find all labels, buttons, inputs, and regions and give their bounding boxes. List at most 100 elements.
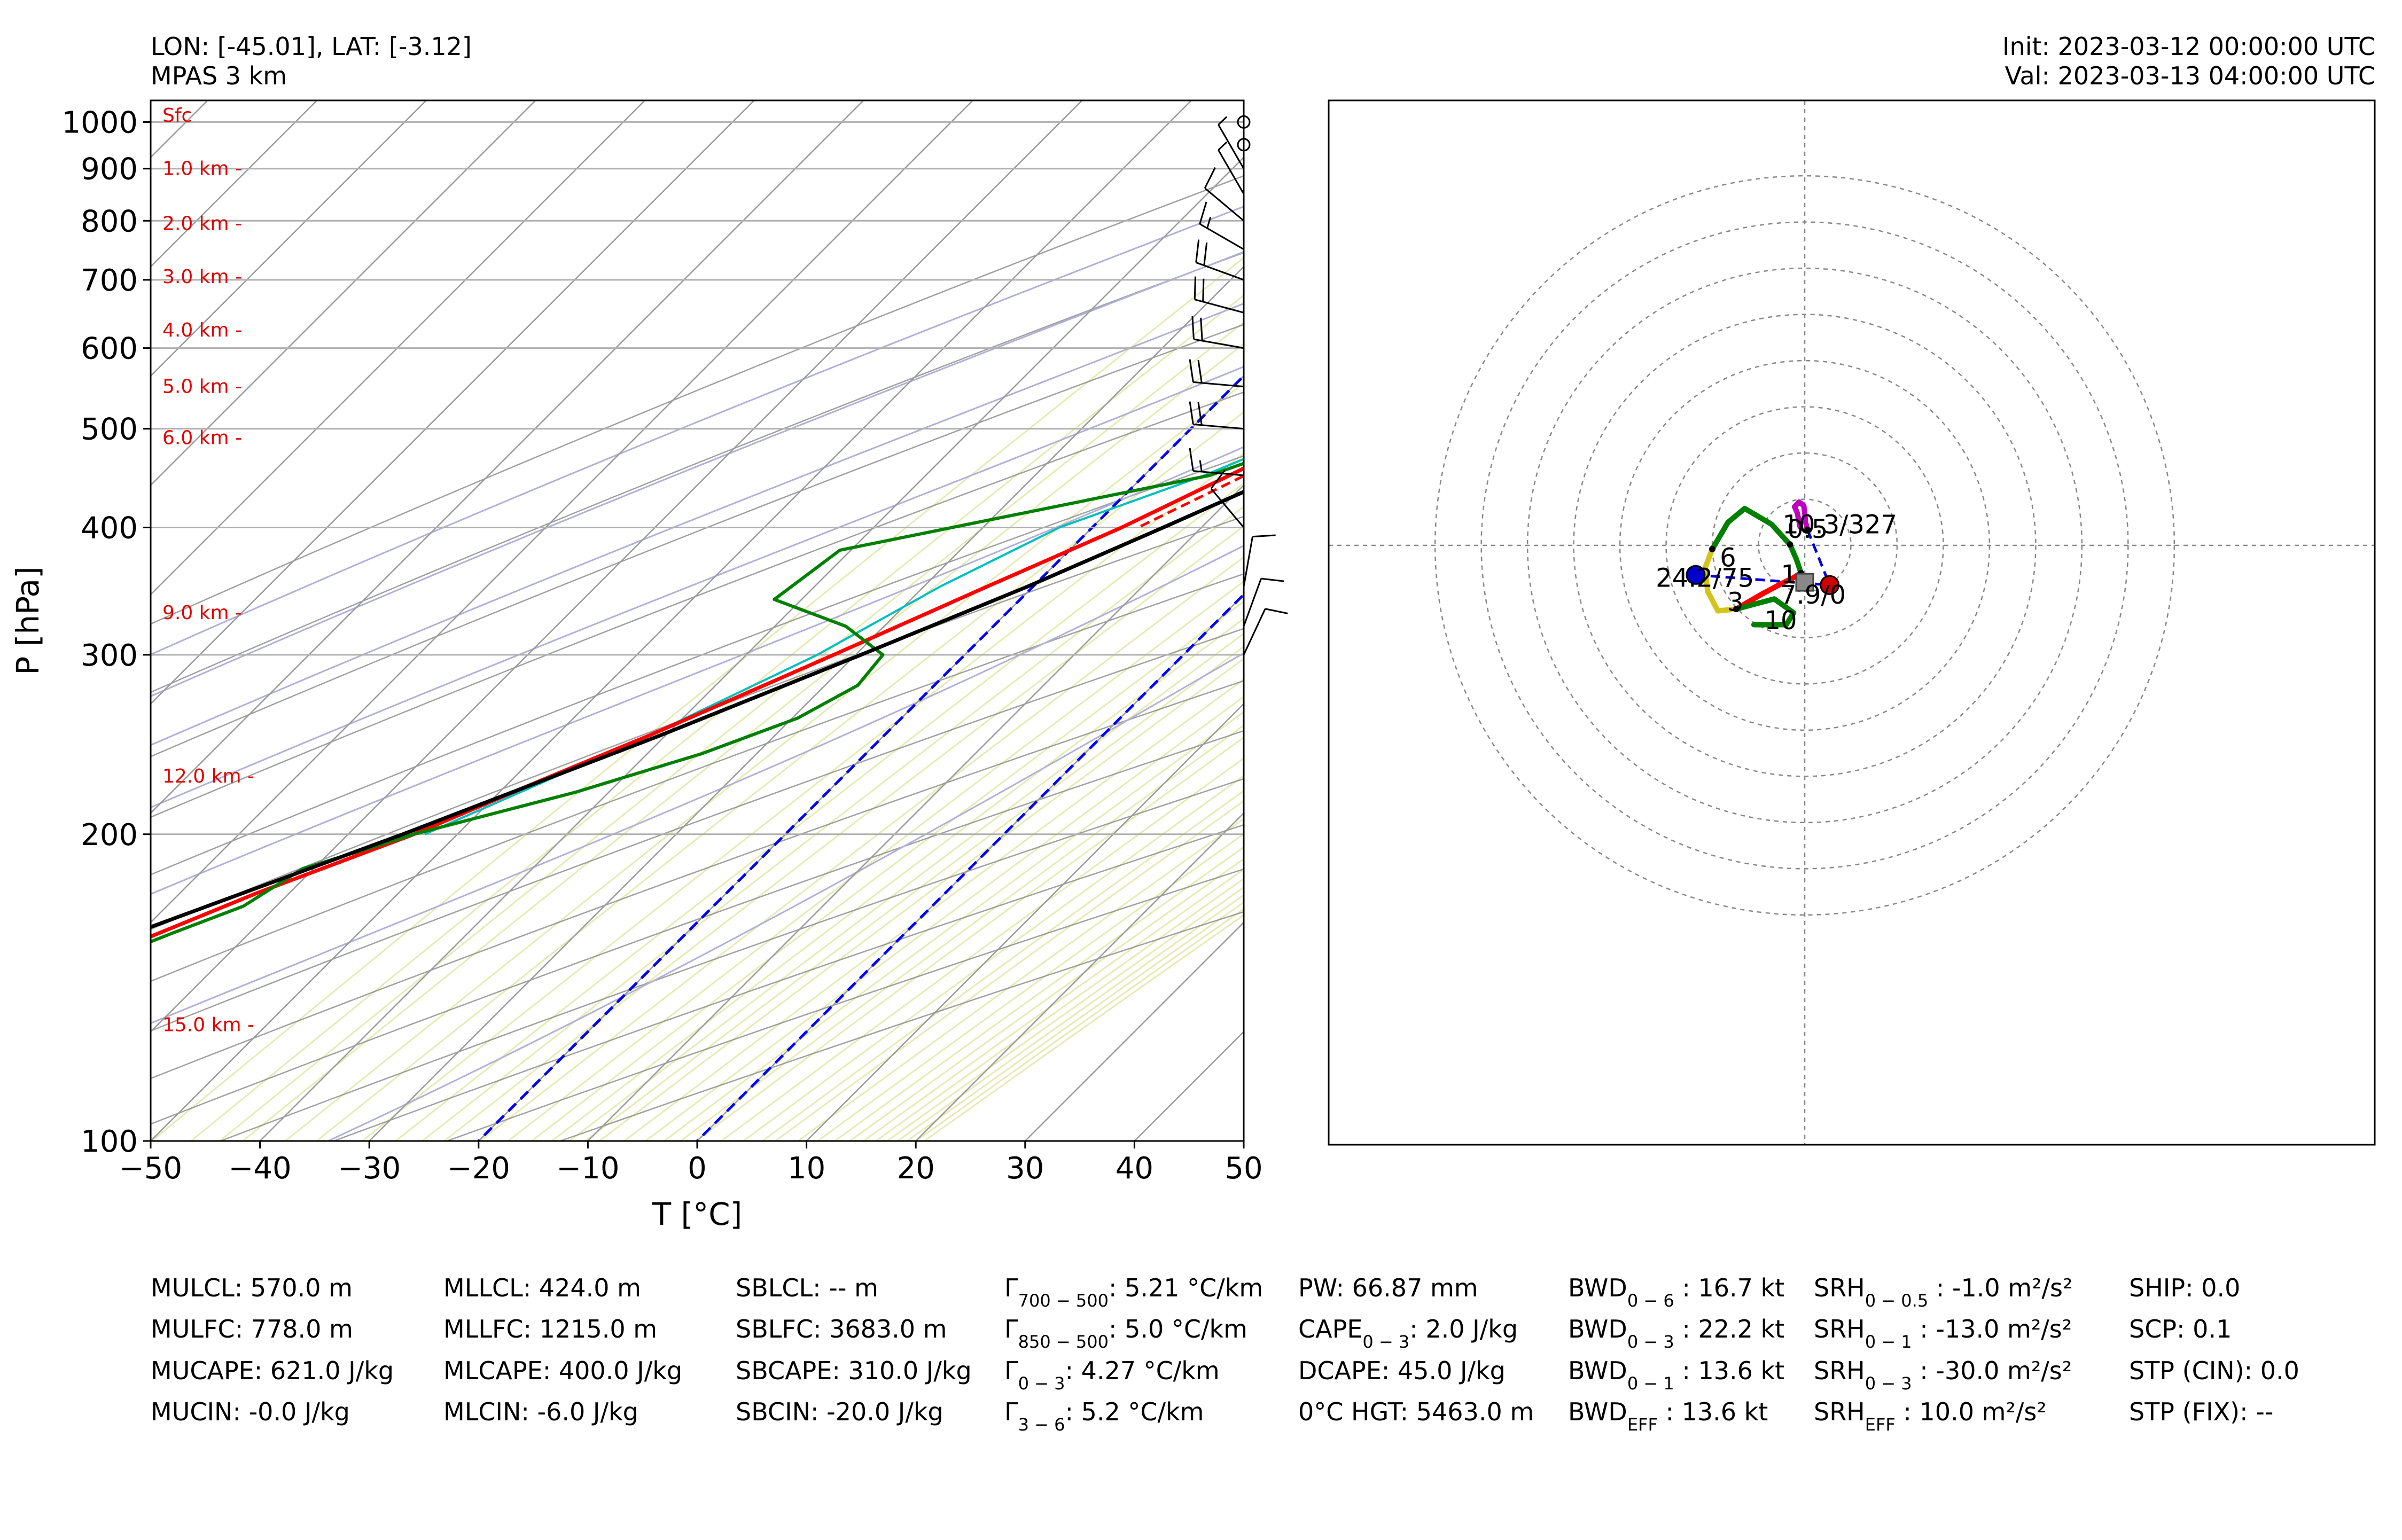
x-tick-label: 30: [1006, 1151, 1044, 1186]
mixing-ratio-line: [422, 505, 1244, 1141]
isotherm-zero: [696, 592, 1244, 1141]
mixing-ratio-line: [623, 678, 1244, 1141]
dry-adiabat: [151, 515, 1244, 930]
mixing-ratio-line: [316, 411, 1244, 1141]
dry-adiabat: [151, 324, 1244, 757]
mixing-ratio-line: [863, 868, 1244, 1141]
barb-feather: [1199, 201, 1207, 224]
index-value: MUCAPE: 621.0 J/kg: [151, 1356, 394, 1385]
isotherm: [151, 100, 1192, 1141]
calm-wind-circle: [1237, 115, 1251, 129]
barb-feather: [1261, 577, 1284, 582]
level-marker: [1804, 526, 1811, 533]
mixing-ratio-line: [190, 294, 1244, 1141]
index-value: BWDEFF : 13.6 kt: [1568, 1397, 1768, 1435]
barb-feather: [1189, 448, 1194, 471]
barb-feather: [1200, 317, 1203, 341]
height-label: 4.0 km -: [162, 319, 242, 341]
index-value: BWD0 − 1 : 13.6 kt: [1568, 1356, 1784, 1394]
index-value: STP (FIX): --: [2129, 1397, 2273, 1426]
moist-adiabat: [327, 652, 1244, 1141]
wind-barb: [1210, 470, 1245, 528]
barb-feather: [1210, 470, 1226, 489]
index-value: SHIP: 0.0: [2129, 1273, 2240, 1302]
isotherm: [151, 100, 427, 377]
index-value: Γ0 − 3: 4.27 °C/km: [1004, 1356, 1220, 1394]
wind-barb: [1194, 276, 1244, 314]
barb-feather: [1189, 359, 1194, 382]
mixing-ratio-line: [361, 452, 1244, 1141]
moist-adiabat: [151, 446, 1244, 895]
wind-barb: [1199, 201, 1244, 251]
x-tick-label: −50: [119, 1151, 182, 1186]
mixing-ratio-line: [915, 908, 1244, 1141]
mixing-ratio-line: [508, 580, 1244, 1141]
mixing-ratio-line: [907, 901, 1244, 1141]
dry-adiabat: [560, 911, 1244, 1141]
index-value: MLCAPE: 400.0 J/kg: [443, 1356, 682, 1385]
level-marker: [1733, 606, 1740, 613]
hodograph-segment: [1702, 546, 1739, 614]
height-label: 12.0 km -: [162, 765, 254, 787]
barb-feather: [1195, 239, 1200, 263]
storm-motion-annotation: 10.3/327: [1782, 510, 1897, 540]
isotherm: [1134, 1030, 1244, 1141]
isotherm: [151, 100, 536, 487]
index-value: SCP: 0.1: [2129, 1315, 2232, 1343]
temperature-axis-ticks: −50 −40 −30 −20 −10 0 10 20 30 40 50: [119, 1141, 1263, 1186]
barb-staff: [1194, 338, 1244, 349]
model-label: MPAS 3 km: [151, 61, 287, 90]
moist-adiabat: [151, 302, 1244, 746]
y-tick-label: 500: [81, 412, 138, 447]
index-value: Γ700 − 500: 5.21 °C/km: [1004, 1273, 1263, 1311]
dry-adiabat: [151, 391, 1244, 818]
isotherm: [915, 812, 1244, 1141]
index-value: SBLCL: -- m: [736, 1273, 878, 1302]
mixing-ratio-line: [849, 858, 1244, 1141]
dewpoint-profile: [151, 462, 1244, 944]
mixing-ratio-line: [599, 658, 1244, 1141]
barb-feather: [1252, 534, 1276, 538]
wind-barb: [1204, 167, 1244, 222]
x-tick-label: 20: [897, 1151, 935, 1186]
mixing-ratio-line: [897, 894, 1244, 1141]
mixing-ratio-line: [285, 382, 1244, 1141]
wind-barb: [1237, 115, 1251, 129]
x-tick-label: −10: [556, 1151, 619, 1186]
x-axis-label: T [°C]: [652, 1196, 743, 1232]
wind-barb: [1189, 359, 1244, 388]
y-tick-label: 400: [81, 511, 138, 546]
index-value: MLLCL: 424.0 m: [443, 1273, 641, 1302]
y-tick-label: 800: [81, 204, 138, 239]
y-tick-label: 200: [81, 818, 138, 853]
dry-adiabat: [151, 628, 1244, 1032]
mixing-ratio-line: [664, 711, 1244, 1141]
hodograph-ring: [1434, 175, 2175, 916]
index-value: STP (CIN): 0.0: [2129, 1356, 2299, 1385]
storm-motion-annotation: 7.9/0: [1780, 580, 1846, 610]
y-tick-label: 700: [81, 263, 138, 298]
wind-barb: [1218, 116, 1245, 169]
barb-staff: [1218, 124, 1245, 169]
index-value: BWD0 − 6 : 16.7 kt: [1568, 1273, 1784, 1311]
mean-wind-marker: [1795, 573, 1814, 592]
skew-t-background-lines: [151, 100, 1244, 1141]
isotherm: [1024, 921, 1244, 1141]
temperature-profile: [151, 466, 1244, 939]
height-label: Sfc: [162, 105, 192, 127]
height-label: 3.0 km -: [162, 266, 242, 288]
mixing-ratio-line: [762, 789, 1244, 1141]
mixing-ratio-line: [834, 846, 1244, 1141]
wind-barbs: [1189, 115, 1288, 655]
x-tick-label: −20: [447, 1151, 510, 1186]
barb-staff: [1204, 187, 1244, 222]
y-tick-label: 1000: [61, 105, 138, 140]
hodograph-trace: [1686, 499, 1840, 628]
valid-time: Val: 2023-03-13 04:00:00 UTC: [2005, 61, 2375, 90]
wind-barb: [1189, 448, 1244, 476]
height-level-label: 6: [1720, 543, 1736, 573]
isotherm: [259, 156, 1244, 1141]
wind-barb: [1243, 608, 1288, 655]
moist-adiabat: [151, 365, 1244, 809]
